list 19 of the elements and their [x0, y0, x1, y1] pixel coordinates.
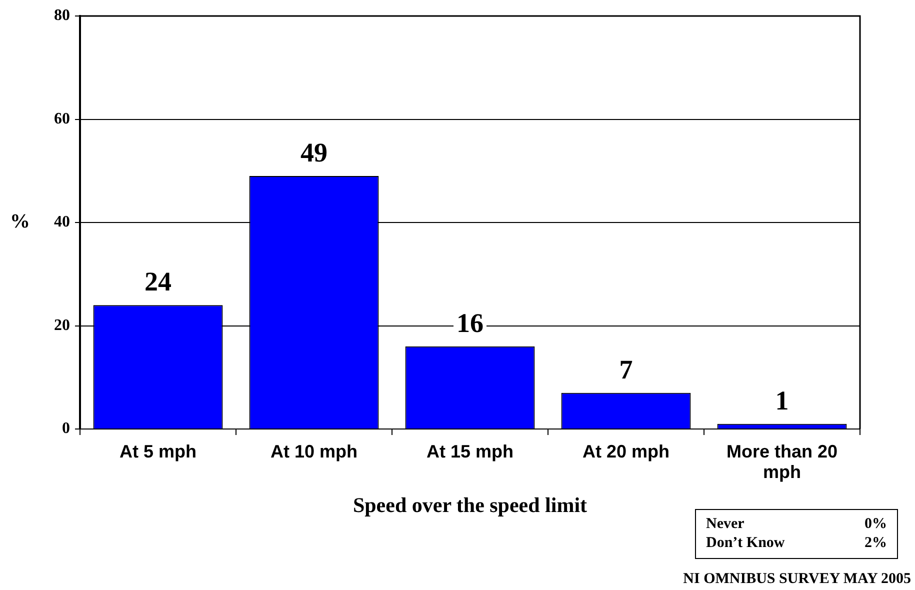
data-label: 16: [456, 308, 484, 338]
data-label: 1: [775, 385, 789, 416]
x-tick-label: At 5 mph: [119, 441, 197, 462]
x-axis-title: Speed over the speed limit: [352, 492, 588, 517]
y-tick-label: 20: [54, 316, 70, 334]
x-tick-label: At 20 mph: [582, 441, 670, 462]
x-tick-label: More than 20 mph: [726, 441, 838, 482]
data-label: 24: [144, 266, 172, 297]
x-tick-label: At 10 mph: [270, 441, 358, 462]
note-box: Never 0% Don’t Know 2%: [695, 509, 898, 559]
y-tick-label: 80: [54, 7, 70, 24]
y-tick-label: 40: [54, 214, 70, 231]
data-label: 49: [300, 138, 328, 168]
y-tick-label: 60: [54, 110, 70, 128]
data-label: 7: [619, 354, 633, 384]
text: NI OMNIBUS SURVEY MAY 2005: [683, 571, 911, 588]
y-axis-title: %: [10, 210, 30, 233]
y-tick-label: 0: [62, 420, 70, 438]
x-tick-label: At 15 mph: [426, 441, 514, 462]
